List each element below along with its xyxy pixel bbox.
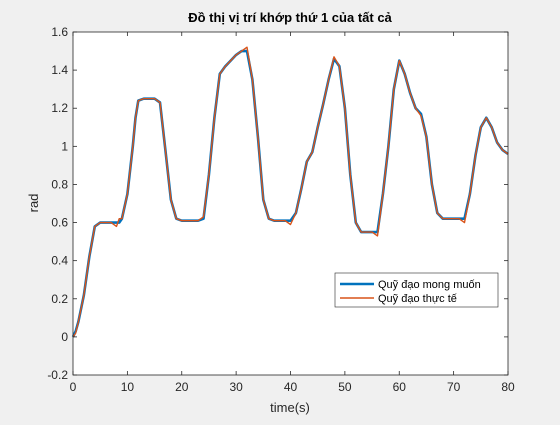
plot-area: [73, 32, 508, 375]
y-tick-label: 1.4: [51, 63, 68, 77]
x-tick-label: 80: [501, 380, 515, 394]
legend-label-actual: Quỹ đạo thực tế: [378, 293, 457, 305]
y-tick-label: 0.8: [51, 177, 68, 191]
x-tick-label: 70: [447, 380, 461, 394]
x-tick-label: 10: [121, 380, 135, 394]
x-tick-label: 20: [175, 380, 189, 394]
x-tick-label: 50: [338, 380, 352, 394]
y-tick-label: 0.6: [51, 216, 68, 230]
y-tick-label: -0.2: [47, 368, 68, 382]
chart-title: Đồ thị vị trí khớp thứ 1 của tất cả: [188, 10, 392, 25]
x-tick-label: 60: [393, 380, 407, 394]
y-tick-label: 0: [61, 330, 68, 344]
x-tick-label: 0: [70, 380, 77, 394]
legend: Quỹ đạo mong muốn Quỹ đạo thực tế: [334, 272, 499, 308]
series-layer: [71, 46, 509, 338]
series-line-1: [72, 46, 509, 338]
y-axis-label: rad: [26, 194, 41, 213]
y-tick-label: 1: [61, 139, 68, 153]
y-tick-label: 1.2: [51, 101, 68, 115]
y-axis-ticks: -0.2 0 0.2 0.4 0.6 0.8 1 1.2 1.4 1.6: [47, 25, 508, 382]
legend-box: [334, 272, 499, 308]
x-axis-ticks: 0 10 20 30 40 50 60 70 80: [70, 32, 515, 394]
y-tick-label: 1.6: [51, 25, 68, 39]
x-axis-label: time(s): [270, 400, 310, 415]
x-tick-label: 30: [229, 380, 243, 394]
y-tick-label: 0.4: [51, 254, 68, 268]
legend-label-desired: Quỹ đạo mong muốn: [378, 279, 481, 291]
x-tick-label: 40: [284, 380, 298, 394]
y-tick-label: 0.2: [51, 292, 68, 306]
